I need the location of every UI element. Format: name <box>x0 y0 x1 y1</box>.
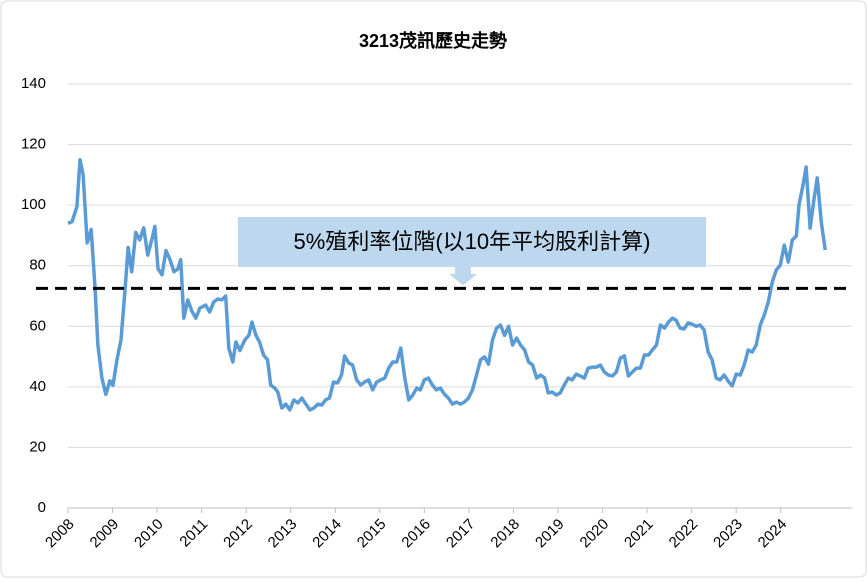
y-tick-label: 120 <box>21 136 46 153</box>
y-tick-label: 20 <box>29 438 46 455</box>
annotation-box <box>238 217 706 267</box>
annotation: 5%殖利率位階(以10年平均股利計算) <box>294 229 651 254</box>
y-tick-label: 80 <box>29 257 46 274</box>
data-line <box>67 157 828 412</box>
y-tick-label: 40 <box>29 378 46 395</box>
y-tick-label: 0 <box>38 499 46 516</box>
y-tick-label: 100 <box>21 196 46 213</box>
y-tick-label: 60 <box>29 317 46 334</box>
annotation-arrow <box>449 267 477 286</box>
chart-title: 3213茂訊歷史走勢 <box>359 30 507 51</box>
y-tick-label: 140 <box>21 75 46 92</box>
